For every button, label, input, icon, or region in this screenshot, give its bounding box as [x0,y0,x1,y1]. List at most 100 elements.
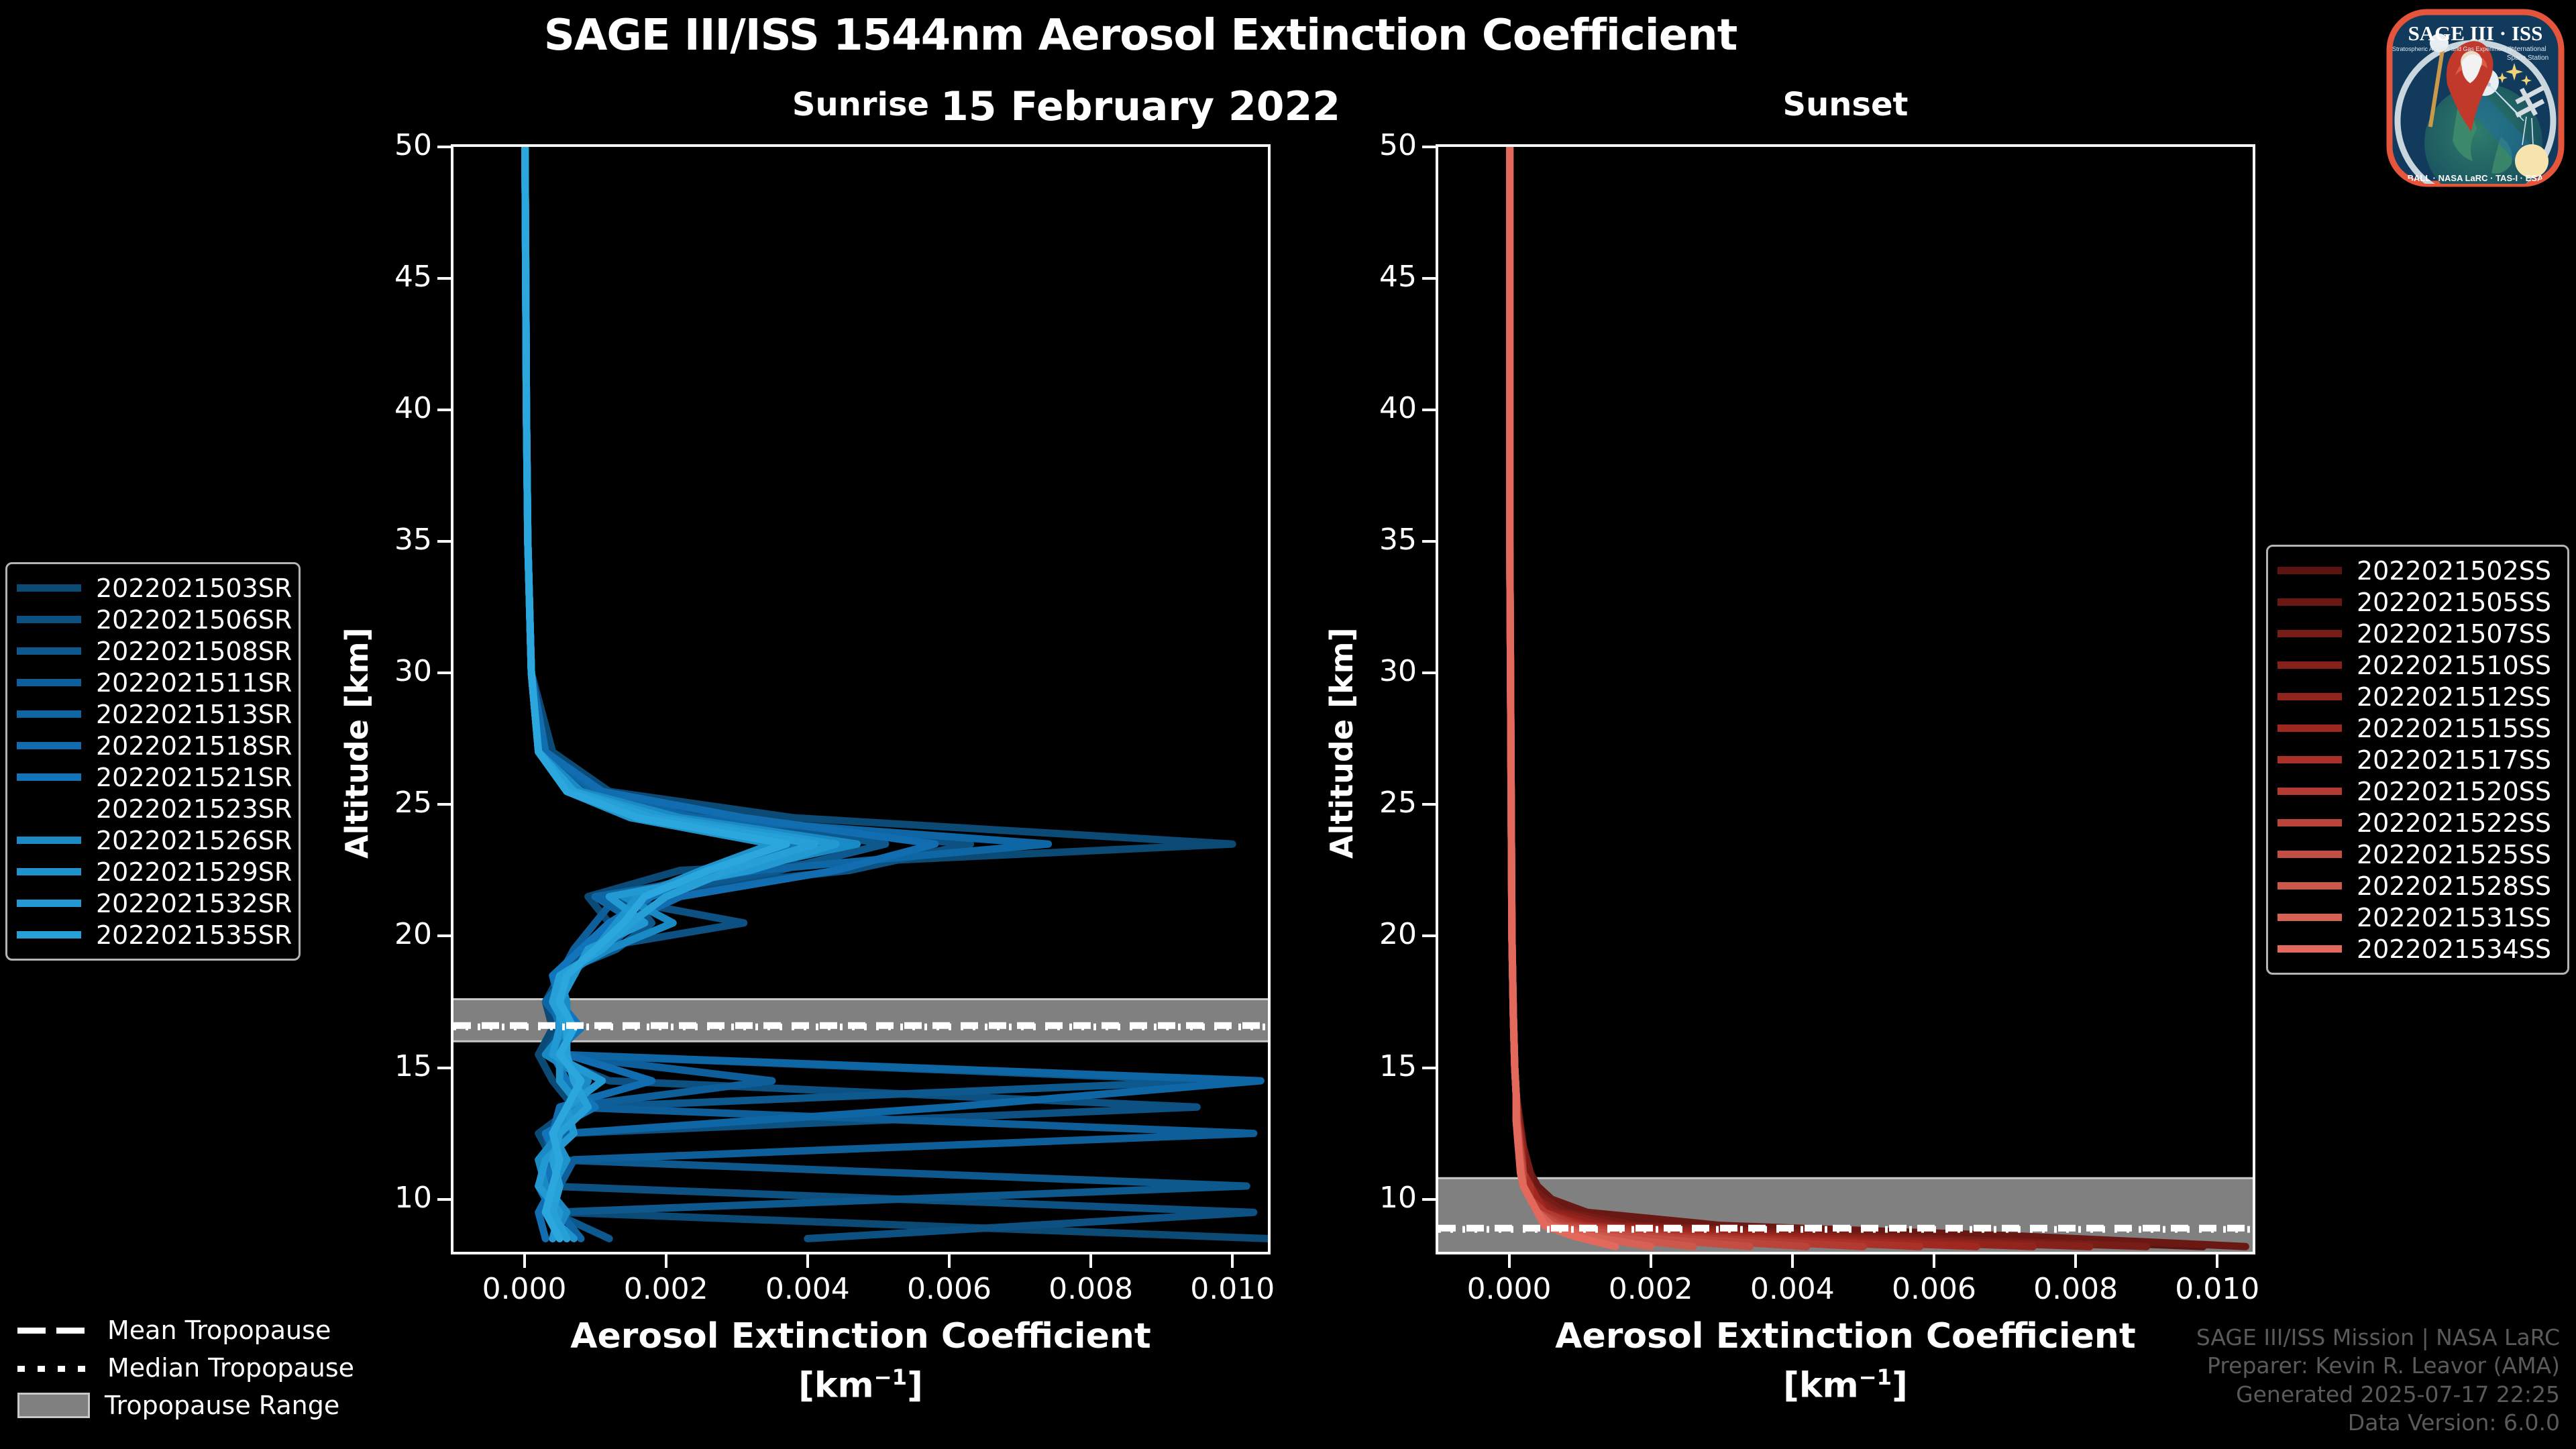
y-tick-mark [437,277,451,280]
legend-sunset-item[interactable]: 2022021515SS [2277,712,2555,744]
legend-item-label: 2022021522SS [2357,808,2552,838]
x-axis-label-left: Aerosol Extinction Coefficient [570,1316,1151,1356]
x-tick-label: 0.004 [765,1272,850,1306]
y-tick-label: 35 [394,523,432,557]
x-tick-mark [2074,1254,2078,1268]
profile-line [1506,147,1619,1250]
legend-sunrise-item[interactable]: 2022021535SR [17,919,292,951]
legend-item-label: 2022021526SR [96,825,292,855]
panel-label-sunrise: Sunrise [792,86,930,123]
legend-sunset-item[interactable]: 2022021522SS [2277,807,2555,839]
legend-sunset-item[interactable]: 2022021528SS [2277,870,2555,902]
legend-sunset-item[interactable]: 2022021502SS [2277,555,2555,586]
x-tick-mark [806,1254,809,1268]
y-tick-mark [437,1066,451,1069]
range-swatch-icon [17,1393,90,1418]
y-tick-mark [1422,277,1436,280]
legend-sunrise-item[interactable]: 2022021506SR [17,604,292,635]
y-tick-label: 30 [394,654,432,689]
legend-sunrise-item[interactable]: 2022021532SR [17,888,292,919]
x-tick-label: 0.008 [2033,1272,2118,1306]
legend-item-label: 2022021512SS [2357,682,2552,712]
legend-sunrise-item[interactable]: 2022021526SR [17,824,292,856]
page-title: SAGE III/ISS 1544nm Aerosol Extinction C… [543,11,1738,60]
legend-color-swatch [17,742,81,749]
legend-item-label: 2022021517SS [2357,745,2552,775]
legend-sunrise-item[interactable]: 2022021513SR [17,698,292,730]
legend-item-label: 2022021535SR [96,920,292,950]
legend-sunset[interactable]: 2022021502SS 2022021505SS 2022021507SS 2022… [2266,545,2569,975]
footer-line-mission: SAGE III/ISS Mission | NASA LaRC [2196,1324,2560,1351]
legend-sunrise-item[interactable]: 2022021529SR [17,856,292,888]
plot-panel-sunrise [451,144,1271,1254]
legend-item-label: 2022021518SR [96,731,292,761]
legend-sunset-item[interactable]: 2022021512SS [2277,681,2555,712]
x-tick-label: 0.006 [906,1272,991,1306]
y-tick-label: 10 [394,1180,432,1215]
profile-line [1506,147,2094,1250]
legend-sunset-item[interactable]: 2022021517SS [2277,744,2555,775]
legend-color-swatch [17,805,81,812]
x-tick-mark [1790,1254,1794,1268]
legend-sunrise[interactable]: 2022021503SR 2022021506SR 2022021508SR 2022… [5,562,301,961]
profile-line [1506,147,1980,1250]
legend-color-swatch [2277,724,2342,732]
patch-ring-text: BALL · NASA LaRC · TAS-I · ESA [2408,173,2544,183]
legend-item-label: 2022021529SR [96,857,292,887]
y-tick-label: 25 [1379,786,1417,820]
profile-line [1506,147,1754,1250]
legend-sunset-item[interactable]: 2022021534SS [2277,933,2555,965]
legend-sunset-item[interactable]: 2022021505SS [2277,586,2555,618]
legend-item-label: 2022021523SR [96,794,292,824]
legend-sunset-item[interactable]: 2022021520SS [2277,775,2555,807]
legend-label-median: Median Tropopause [107,1353,354,1383]
legend-item-label: 2022021528SS [2357,871,2552,901]
y-tick-label: 40 [394,391,432,426]
x-tick-mark [523,1254,526,1268]
legend-color-swatch [2277,882,2342,890]
y-tick-label: 10 [1379,1180,1417,1215]
y-tick-label: 30 [1379,654,1417,689]
x-axis-units-left: [km−1] [451,1364,1271,1405]
legend-sunset-item[interactable]: 2022021525SS [2277,839,2555,870]
legend-sunrise-item[interactable]: 2022021523SR [17,793,292,824]
y-tick-mark [437,409,451,412]
patch-subtitle-right-line1: International [2509,46,2546,53]
legend-item-label: 2022021521SR [96,762,292,792]
y-tick-mark [1422,540,1436,543]
legend-color-swatch [2277,756,2342,763]
legend-item-label: 2022021505SS [2357,587,2552,617]
x-tick-label: 0.002 [1608,1272,1693,1306]
y-tick-mark [437,1197,451,1201]
x-tick-mark [1089,1254,1093,1268]
legend-item-tropopause-range: Tropopause Range [17,1387,354,1424]
x-tick-mark [1231,1254,1234,1268]
legend-sunrise-item[interactable]: 2022021503SR [17,572,292,604]
legend-sunset-item[interactable]: 2022021510SS [2277,649,2555,681]
legend-sunrise-item[interactable]: 2022021508SR [17,635,292,667]
y-tick-label: 20 [394,917,432,952]
legend-sunrise-item[interactable]: 2022021518SR [17,730,292,761]
legend-sunset-item[interactable]: 2022021507SS [2277,618,2555,649]
legend-color-swatch [17,837,81,844]
y-tick-label: 25 [394,786,432,820]
legend-sunrise-item[interactable]: 2022021521SR [17,761,292,793]
legend-sunset-item[interactable]: 2022021531SS [2277,902,2555,933]
legend-item-label: 2022021506SR [96,604,292,635]
y-tick-label: 45 [1379,260,1417,294]
y-tick-label: 45 [394,260,432,294]
x-units-post-right: ] [1892,1365,1908,1406]
x-units-pre-left: [km [798,1365,874,1406]
legend-sunrise-item[interactable]: 2022021511SR [17,667,292,698]
legend-item-label: 2022021532SR [96,888,292,918]
profile-line [521,147,818,1242]
profile-line [521,147,804,1242]
legend-color-swatch [17,710,81,718]
profile-line [1506,147,2151,1250]
legend-color-swatch [2277,693,2342,700]
patch-subtitle-right-line2: Space Station [2507,54,2548,62]
plot-panel-sunset [1436,144,2255,1254]
profile-line [1506,147,2207,1250]
footer-line-generated: Generated 2025-07-17 22:25 [2236,1381,2560,1407]
y-tick-label: 15 [394,1049,432,1083]
